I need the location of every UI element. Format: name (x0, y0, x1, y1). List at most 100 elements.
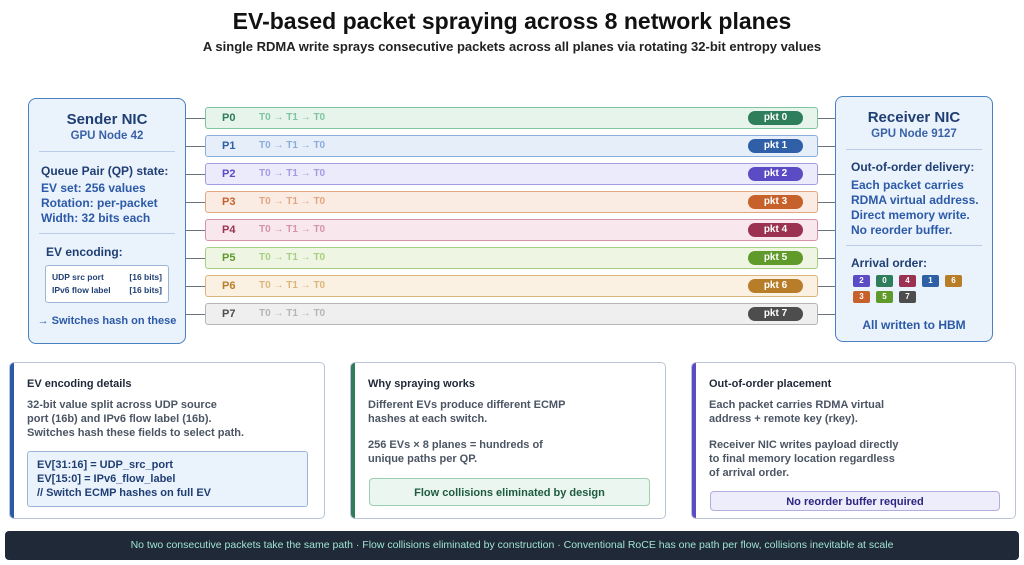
receiver-nic-panel: Receiver NIC GPU Node 9127 Out-of-order … (835, 96, 993, 342)
ooo-line: RDMA virtual address. (851, 193, 979, 207)
plane-label: P5 (222, 252, 236, 264)
code-line: EV[31:16] = UDP_src_port (37, 459, 174, 471)
plane-label: P7 (222, 308, 236, 320)
page-title: EV-based packet spraying across 8 networ… (232, 8, 792, 34)
plane-p0: P0 T0 → T1 → T0 pkt 0 (205, 107, 818, 129)
plane-p5: P5 T0 → T1 → T0 pkt 5 (205, 247, 818, 269)
ev-encoding-box: UDP src port [16 bits] IPv6 flow label [… (45, 265, 169, 303)
connector-line (186, 230, 205, 231)
divider (846, 245, 982, 246)
card-accent (351, 363, 355, 518)
ooo-line: No reorder buffer. (851, 223, 953, 237)
plane-label: P3 (222, 196, 236, 208)
card-text: address + remote key (rkey). (709, 413, 858, 425)
connector-line (818, 202, 835, 203)
connector-line (818, 118, 835, 119)
plane-p3: P3 T0 → T1 → T0 pkt 3 (205, 191, 818, 213)
plane-p4: P4 T0 → T1 → T0 pkt 4 (205, 219, 818, 241)
sender-node: GPU Node 42 (70, 130, 144, 142)
card-text: 32-bit value split across UDP source (27, 399, 217, 411)
connector-line (186, 202, 205, 203)
connector-line (186, 118, 205, 119)
code-line: EV[15:0] = IPv6_flow_label (37, 473, 176, 485)
arrival-badge: 1 (922, 275, 939, 287)
encoding-row: IPv6 flow label [16 bits] (52, 285, 162, 295)
arrival-badge: 4 (899, 275, 916, 287)
encoding-field: IPv6 flow label (52, 285, 111, 295)
packet-badge: pkt 3 (748, 195, 803, 209)
spraying-callout: Flow collisions eliminated by design (369, 478, 650, 506)
footer-banner: No two consecutive packets take the same… (5, 531, 1019, 560)
receiver-node: GPU Node 9127 (871, 128, 957, 140)
packet-badge: pkt 7 (748, 307, 803, 321)
connector-line (818, 258, 835, 259)
connector-line (818, 286, 835, 287)
qp-rotation: Rotation: per-packet (41, 196, 158, 210)
plane-label: P4 (222, 224, 236, 236)
plane-label: P0 (222, 112, 236, 124)
receiver-title: Receiver NIC (867, 109, 961, 126)
connector-line (818, 146, 835, 147)
divider (39, 233, 175, 234)
plane-sequence: T0 → T1 → T0 (259, 112, 326, 123)
plane-sequence: T0 → T1 → T0 (259, 140, 326, 151)
receiver-footer: All written to HBM (862, 318, 966, 332)
plane-label: P6 (222, 280, 236, 292)
divider (39, 151, 175, 152)
card-title: EV encoding details (27, 378, 132, 390)
card-text: Switches hash these fields to select pat… (27, 427, 245, 439)
encoding-field: UDP src port (52, 272, 104, 282)
card-accent (692, 363, 696, 518)
placement-card: Out-of-order placement Each packet carri… (691, 362, 1016, 519)
connector-line (186, 258, 205, 259)
code-line: // Switch ECMP hashes on full EV (37, 487, 211, 499)
ooo-line: Each packet carries (851, 178, 964, 192)
qp-state-heading: Queue Pair (QP) state: (41, 164, 169, 178)
qp-width: Width: 32 bits each (41, 211, 151, 225)
plane-p1: P1 T0 → T1 → T0 pkt 1 (205, 135, 818, 157)
arrival-badge: 5 (876, 291, 893, 303)
spraying-card: Why spraying works Different EVs produce… (350, 362, 666, 519)
plane-sequence: T0 → T1 → T0 (259, 308, 326, 319)
qp-ev-set: EV set: 256 values (41, 181, 146, 195)
card-text: Receiver NIC writes payload directly (709, 439, 899, 451)
sender-title: Sender NIC (66, 111, 148, 128)
plane-sequence: T0 → T1 → T0 (259, 224, 326, 235)
ooo-heading: Out-of-order delivery: (851, 160, 975, 174)
packet-badge: pkt 0 (748, 111, 803, 125)
plane-p7: P7 T0 → T1 → T0 pkt 7 (205, 303, 818, 325)
page-subtitle: A single RDMA write sprays consecutive p… (202, 39, 822, 54)
ev-encoding-card: EV encoding details 32-bit value split a… (9, 362, 325, 519)
card-text: unique paths per QP. (368, 453, 478, 465)
connector-line (186, 174, 205, 175)
connector-line (186, 314, 205, 315)
divider (846, 149, 982, 150)
plane-sequence: T0 → T1 → T0 (259, 196, 326, 207)
ev-encoding-heading: EV encoding: (46, 245, 123, 259)
encoding-bits: [16 bits] (129, 272, 162, 282)
packet-badge: pkt 2 (748, 167, 803, 181)
sender-nic-panel: Sender NIC GPU Node 42 Queue Pair (QP) s… (28, 98, 186, 344)
connector-line (186, 286, 205, 287)
arrival-badge: 7 (899, 291, 916, 303)
arrival-badge: 2 (853, 275, 870, 287)
connector-line (818, 230, 835, 231)
card-text: Different EVs produce different ECMP (368, 399, 566, 411)
card-text: port (16b) and IPv6 flow label (16b). (27, 413, 212, 425)
code-block: EV[31:16] = UDP_src_port EV[15:0] = IPv6… (27, 451, 308, 507)
encoding-bits: [16 bits] (129, 285, 162, 295)
card-accent (10, 363, 14, 518)
arrival-badge: 3 (853, 291, 870, 303)
ooo-line: Direct memory write. (851, 208, 970, 222)
sender-footer: → Switches hash on these (37, 315, 177, 327)
card-text: to final memory location regardless (709, 453, 895, 465)
connector-line (818, 314, 835, 315)
plane-label: P1 (222, 140, 236, 152)
card-text: of arrival order. (709, 467, 790, 479)
packet-badge: pkt 5 (748, 251, 803, 265)
arrival-badge: 6 (945, 275, 962, 287)
encoding-row: UDP src port [16 bits] (52, 272, 162, 282)
packet-badge: pkt 1 (748, 139, 803, 153)
plane-sequence: T0 → T1 → T0 (259, 252, 326, 263)
packet-badge: pkt 4 (748, 223, 803, 237)
